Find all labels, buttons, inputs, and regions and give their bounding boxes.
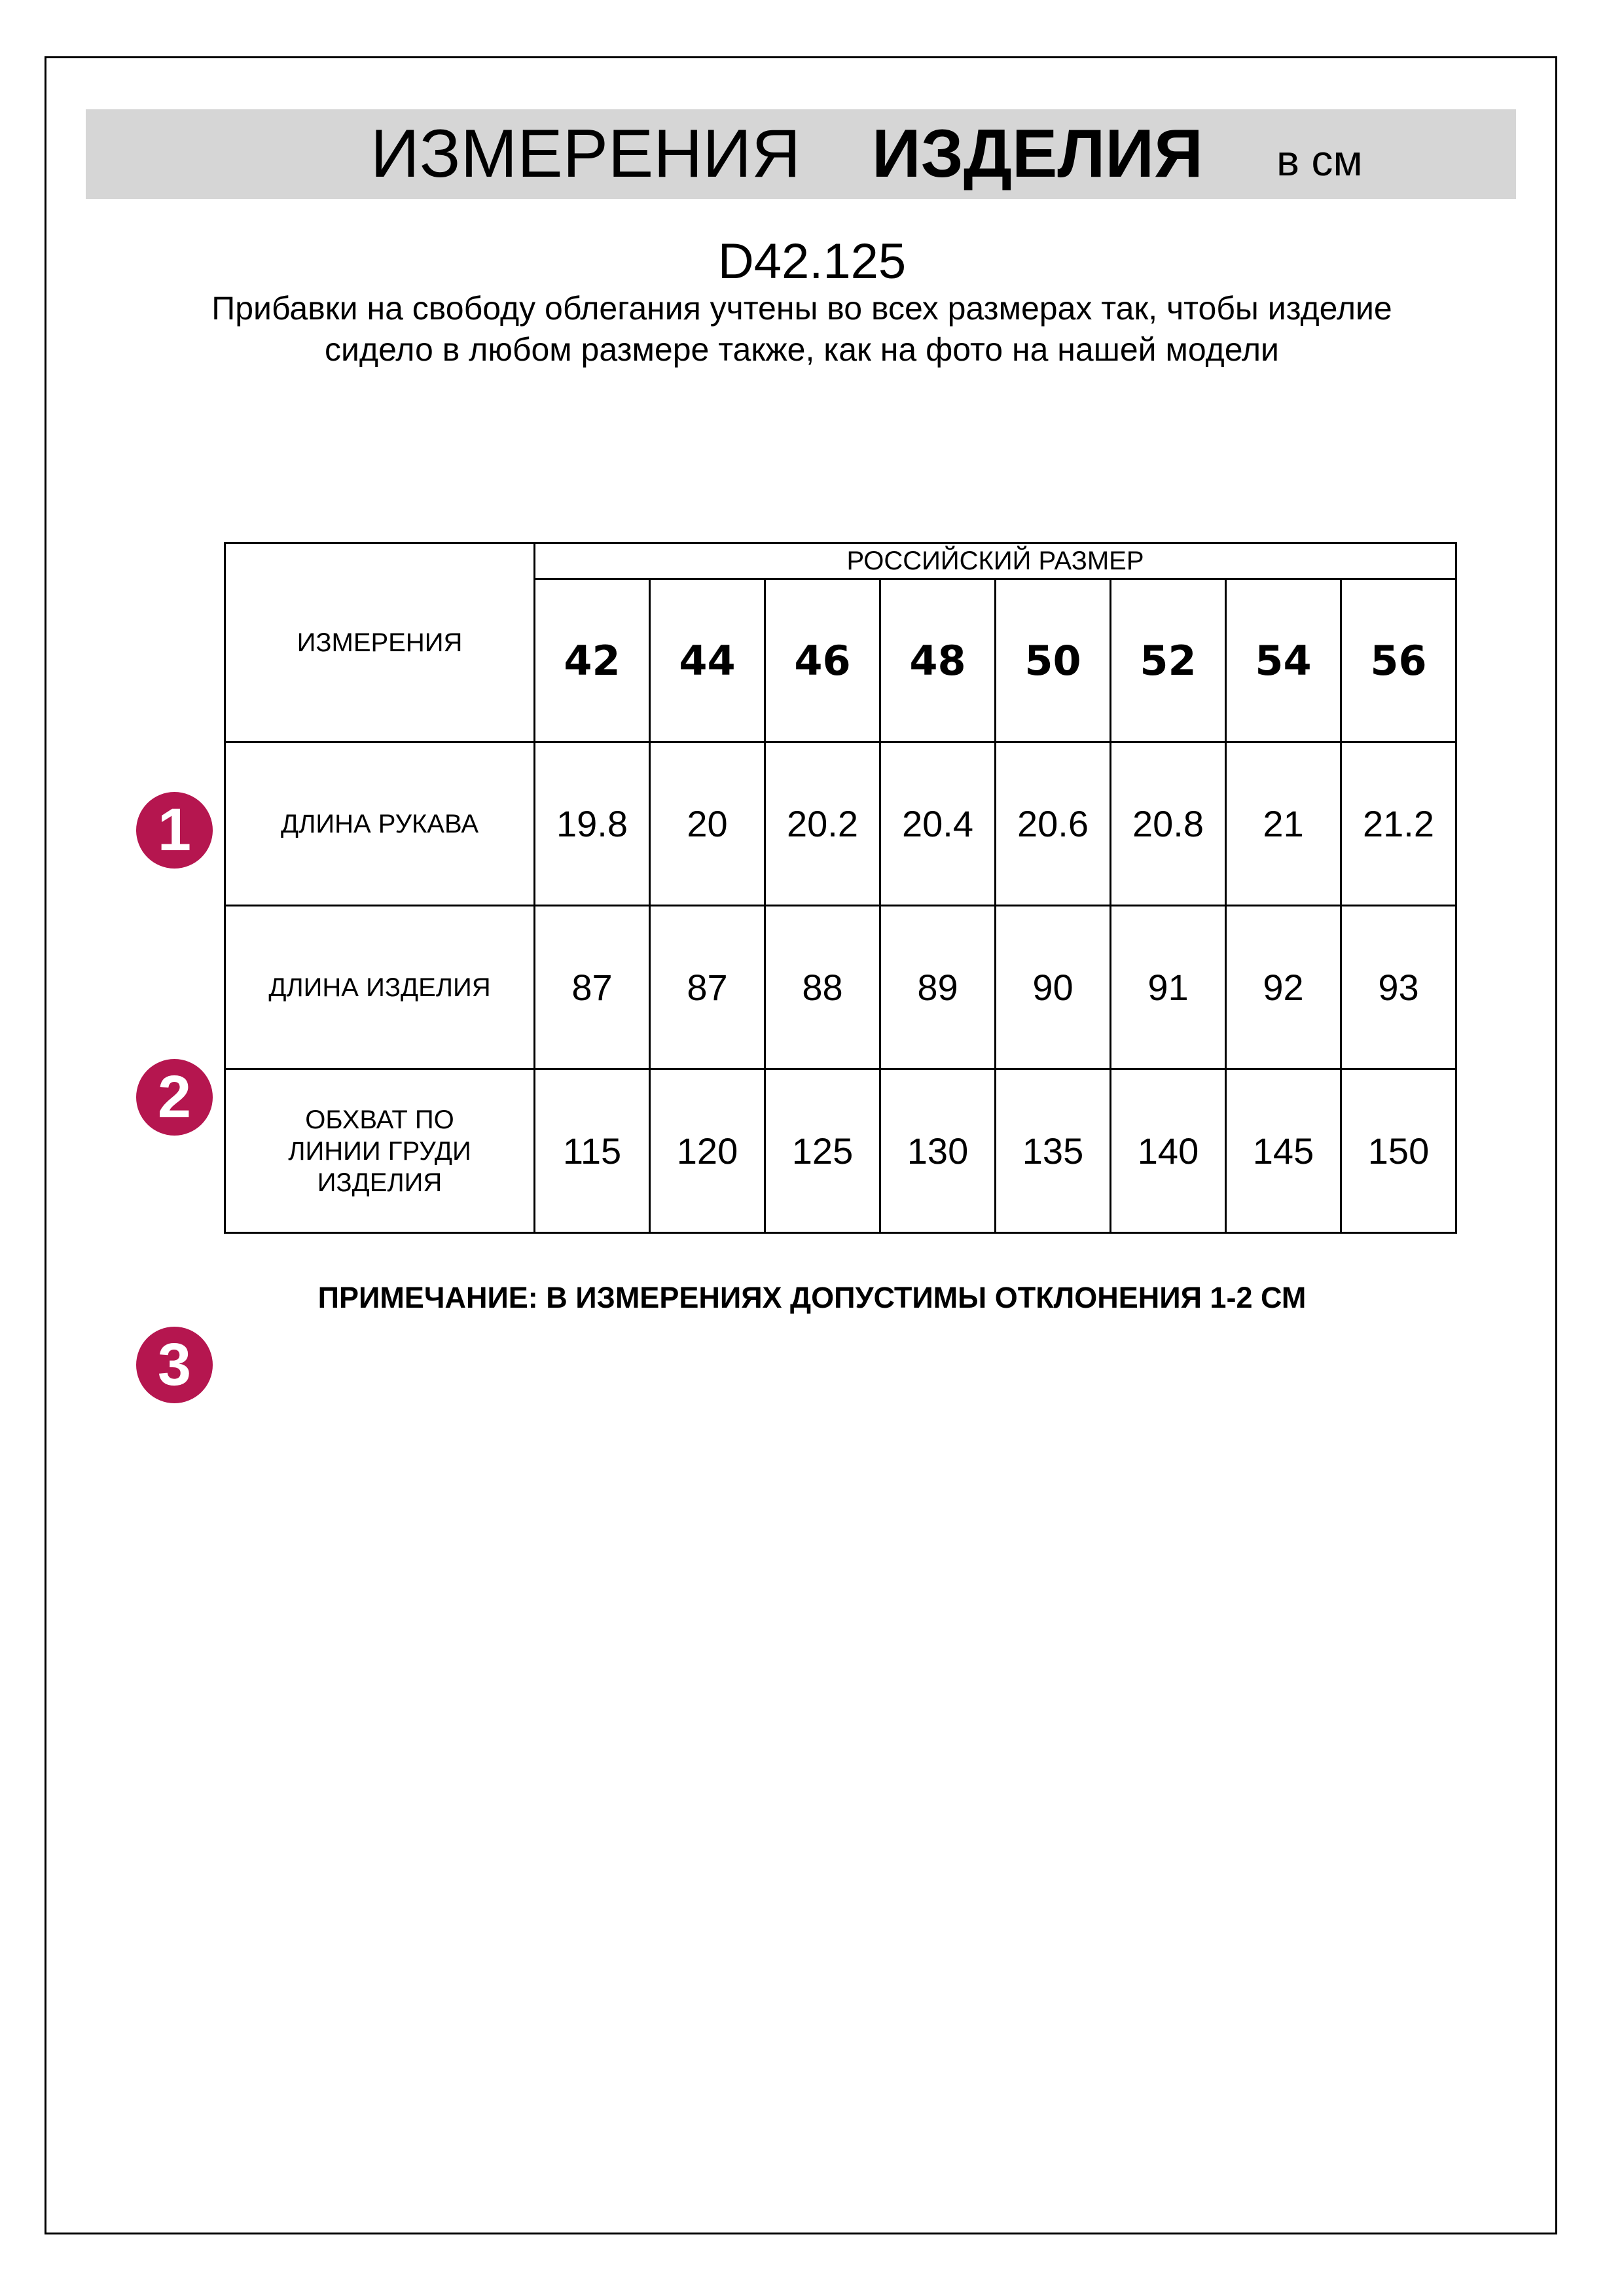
value-cell: 135 bbox=[994, 1068, 1111, 1234]
size-header: 56 bbox=[1340, 578, 1457, 743]
value-cell: 87 bbox=[649, 905, 766, 1070]
row-number-badge: 1 bbox=[136, 792, 213, 869]
description: Прибавки на свободу облегания учтены во … bbox=[211, 290, 1392, 368]
row-number-badge: 2 bbox=[136, 1059, 213, 1136]
size-header: 42 bbox=[533, 578, 651, 743]
size-header: 48 bbox=[879, 578, 996, 743]
title-unit: в см bbox=[1276, 136, 1363, 185]
size-header: 44 bbox=[649, 578, 766, 743]
value-cell: 91 bbox=[1110, 905, 1227, 1070]
value-cell: 120 bbox=[649, 1068, 766, 1234]
size-header: 46 bbox=[764, 578, 881, 743]
value-cell: 19.8 bbox=[533, 741, 651, 906]
product-code: D42.125 bbox=[717, 234, 907, 289]
size-table: ИЗМЕРЕНИЯ РОССИЙСКИЙ РАЗМЕР 42 44 46 48 50 52… bbox=[224, 542, 1457, 1234]
table-row: ДЛИНА ИЗДЕЛИЯ 87 87 88 89 90 91 92 93 bbox=[224, 905, 1457, 1070]
corner-label: ИЗМЕРЕНИЯ bbox=[224, 542, 535, 743]
title-bold: ИЗДЕЛИЯ bbox=[872, 116, 1203, 192]
value-cell: 20.2 bbox=[764, 741, 881, 906]
value-cell: 145 bbox=[1225, 1068, 1342, 1234]
value-cell: 93 bbox=[1340, 905, 1457, 1070]
value-cell: 150 bbox=[1340, 1068, 1457, 1234]
value-cell: 20.6 bbox=[994, 741, 1111, 906]
row-label: ДЛИНА РУКАВА bbox=[224, 741, 535, 906]
value-cell: 21 bbox=[1225, 741, 1342, 906]
title-regular: ИЗМЕРЕНИЯ bbox=[370, 116, 801, 192]
value-cell: 20.8 bbox=[1110, 741, 1227, 906]
size-header: 54 bbox=[1225, 578, 1342, 743]
value-cell: 90 bbox=[994, 905, 1111, 1070]
value-cell: 130 bbox=[879, 1068, 996, 1234]
page-border bbox=[45, 56, 1557, 2234]
size-header-row: 42 44 46 48 50 52 54 56 bbox=[225, 578, 1457, 743]
value-cell: 20 bbox=[649, 741, 766, 906]
value-cell: 87 bbox=[533, 905, 651, 1070]
row-label: ОБХВАТ ПО ЛИНИИ ГРУДИ ИЗДЕЛИЯ bbox=[224, 1068, 535, 1234]
size-header: 52 bbox=[1110, 578, 1227, 743]
value-cell: 88 bbox=[764, 905, 881, 1070]
size-group-label: РОССИЙСКИЙ РАЗМЕР bbox=[533, 542, 1457, 580]
table-row: ДЛИНА РУКАВА 19.8 20 20.2 20.4 20.6 20.8 21 21.2 bbox=[224, 741, 1457, 906]
row-number-badge: 3 bbox=[136, 1327, 213, 1403]
value-cell: 115 bbox=[533, 1068, 651, 1234]
value-cell: 92 bbox=[1225, 905, 1342, 1070]
row-label: ДЛИНА ИЗДЕЛИЯ bbox=[224, 905, 535, 1070]
note: ПРИМЕЧАНИЕ: В ИЗМЕРЕНИЯХ ДОПУСТИМЫ ОТКЛО… bbox=[317, 1281, 1307, 1314]
table-row: ОБХВАТ ПО ЛИНИИ ГРУДИ ИЗДЕЛИЯ 115 120 125 13… bbox=[224, 1068, 1457, 1234]
value-cell: 21.2 bbox=[1340, 741, 1457, 906]
value-cell: 125 bbox=[764, 1068, 881, 1234]
size-header: 50 bbox=[994, 578, 1111, 743]
value-cell: 89 bbox=[879, 905, 996, 1070]
value-cell: 20.4 bbox=[879, 741, 996, 906]
header-band bbox=[86, 109, 1516, 199]
value-cell: 140 bbox=[1110, 1068, 1227, 1234]
